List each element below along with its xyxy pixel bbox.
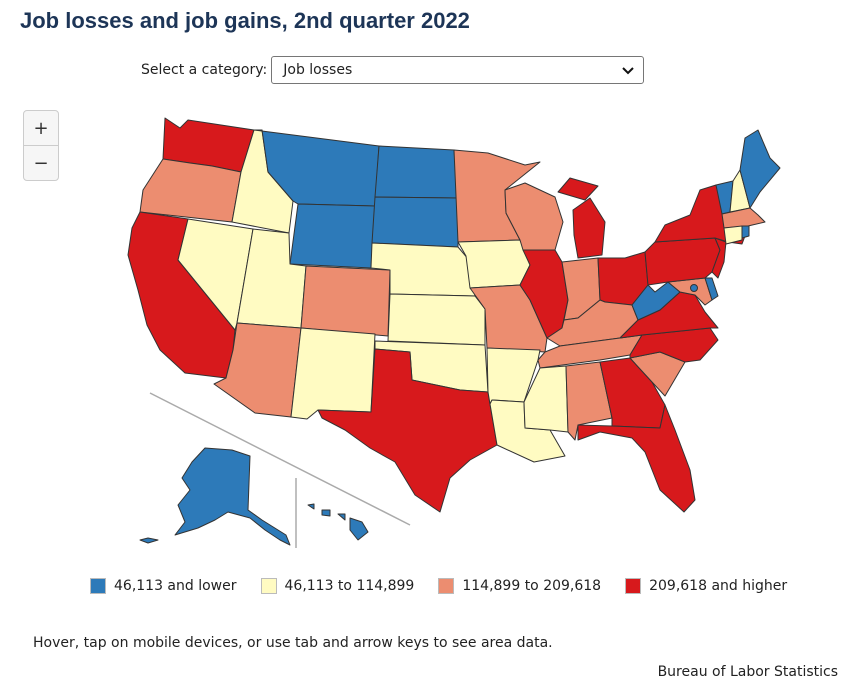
state-DE[interactable] (704, 277, 719, 301)
legend-label-midhigh: 114,899 to 209,618 (462, 578, 602, 594)
state-KS[interactable] (387, 293, 486, 346)
state-NM[interactable] (290, 327, 376, 420)
state-CO[interactable] (300, 265, 391, 337)
state-IA[interactable] (457, 239, 531, 289)
state-CT[interactable] (723, 225, 743, 245)
state-FL[interactable] (577, 404, 696, 513)
legend-label-high: 209,618 and higher (649, 578, 788, 594)
legend-swatch-high (625, 578, 642, 594)
state-MI[interactable] (557, 177, 606, 259)
legend-label-midlow: 46,113 to 114,899 (284, 578, 415, 594)
legend: 46,113 and lower 46,113 to 114,899 114,8… (90, 578, 787, 594)
state-TX[interactable] (317, 348, 498, 513)
category-select-label: Select a category: (141, 62, 268, 78)
state-HI[interactable] (307, 503, 369, 541)
legend-item-high: 209,618 and higher (625, 578, 787, 594)
category-select[interactable]: Job losses (271, 56, 645, 84)
state-RI[interactable] (741, 225, 750, 239)
zoom-out-button[interactable]: − (24, 145, 58, 180)
legend-swatch-low (90, 578, 106, 594)
page-title: Job losses and job gains, 2nd quarter 20… (20, 8, 470, 33)
state-ND[interactable] (374, 145, 459, 199)
zoom-in-button[interactable]: + (33, 117, 49, 139)
legend-swatch-midlow (260, 578, 277, 594)
source-credit: Bureau of Labor Statistics (657, 664, 838, 680)
state-AK[interactable] (139, 447, 291, 546)
legend-item-midhigh: 114,899 to 209,618 (438, 578, 601, 594)
category-select-value: Job losses (283, 62, 353, 78)
state-OR[interactable] (139, 158, 242, 223)
category-selector: Select a category: Job losses (141, 55, 645, 85)
legend-item-low: 46,113 and lower (90, 578, 237, 594)
state-SD[interactable] (371, 196, 459, 248)
state-WY[interactable] (289, 203, 376, 269)
state-DC[interactable] (690, 284, 698, 292)
zoom-control: + − (23, 110, 59, 181)
legend-label-low: 46,113 and lower (114, 578, 237, 594)
usage-hint: Hover, tap on mobile devices, or use tab… (33, 635, 553, 651)
legend-item-midlow: 46,113 to 114,899 (260, 578, 415, 594)
state-ME[interactable] (739, 129, 781, 209)
chevron-down-icon (622, 67, 634, 75)
inset-divider (149, 392, 411, 526)
legend-swatch-midhigh (438, 578, 455, 594)
